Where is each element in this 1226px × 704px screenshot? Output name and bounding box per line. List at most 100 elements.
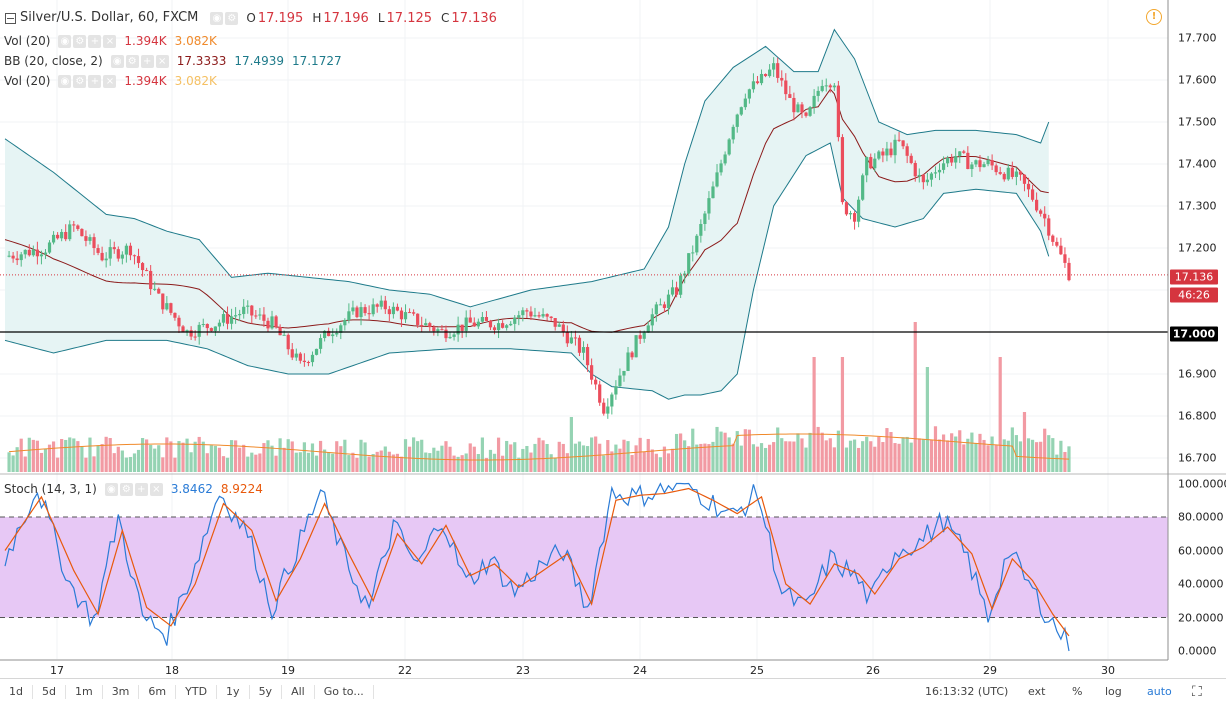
warning-icon[interactable]: ! — [1146, 9, 1162, 25]
eye-icon[interactable]: ◉ — [110, 54, 124, 68]
range-button-3m[interactable]: 3m — [103, 684, 140, 699]
candle-body — [501, 323, 505, 328]
candle-body — [157, 288, 161, 294]
fullscreen-icon[interactable]: ⛶ — [1192, 683, 1202, 700]
candle-body — [145, 270, 149, 272]
volume-bar — [420, 439, 424, 472]
candle-body — [873, 158, 877, 169]
range-button-5d[interactable]: 5d — [33, 684, 66, 699]
volume-bar — [403, 439, 408, 472]
volume-bar — [407, 446, 412, 472]
candle-body — [812, 95, 816, 108]
stoch-legend-buttons[interactable]: ◉ ⚙ + × — [104, 482, 163, 496]
goto-button[interactable]: Go to... — [315, 684, 374, 699]
volume-bar — [27, 437, 31, 472]
ext-toggle[interactable]: ext — [1028, 685, 1046, 698]
candle-body — [310, 354, 315, 363]
candle-body — [399, 310, 404, 320]
candle-body — [1006, 167, 1010, 180]
study-buttons[interactable]: ◉ ⚙ + × — [110, 54, 169, 68]
candle-body — [1051, 235, 1055, 242]
settings-icon[interactable]: ⚙ — [73, 74, 87, 88]
stoch-tick-label: 0.0000 — [1178, 644, 1217, 658]
chart-canvas[interactable] — [0, 0, 1226, 678]
plus-icon[interactable]: + — [88, 34, 102, 48]
volume-bar — [464, 453, 468, 472]
candle-body — [521, 310, 525, 316]
candle-body — [391, 306, 395, 315]
settings-icon[interactable]: ⚙ — [225, 11, 239, 25]
candle-body — [986, 160, 990, 165]
percent-toggle[interactable]: % — [1072, 685, 1083, 698]
eye-icon[interactable]: ◉ — [210, 11, 224, 25]
candle-body — [379, 300, 383, 307]
volume-bar — [832, 447, 836, 472]
eye-icon[interactable]: ◉ — [58, 74, 72, 88]
eye-icon[interactable]: ◉ — [58, 34, 72, 48]
candle-body — [290, 349, 294, 358]
volume-bar — [683, 440, 687, 472]
candle-body — [234, 315, 238, 317]
settings-icon[interactable]: ⚙ — [125, 54, 139, 68]
candle-body — [707, 198, 711, 214]
candle-body — [213, 326, 217, 331]
volume-bar — [217, 447, 222, 472]
volume-bar — [844, 447, 849, 472]
plus-icon[interactable]: + — [140, 54, 154, 68]
price-tick-label: 16.800 — [1178, 409, 1217, 423]
study-title: Vol (20) — [4, 74, 51, 88]
candle-body — [998, 172, 1002, 174]
plus-icon[interactable]: + — [134, 482, 148, 496]
close-icon[interactable]: × — [149, 482, 163, 496]
candle-body — [436, 329, 440, 332]
volume-bar — [666, 453, 671, 472]
volume-bar — [541, 440, 545, 472]
volume-bar — [974, 443, 978, 472]
range-button-6m[interactable]: 6m — [139, 684, 177, 699]
candle-body — [569, 337, 573, 344]
study-title: BB (20, close, 2) — [4, 54, 103, 68]
settings-icon[interactable]: ⚙ — [119, 482, 133, 496]
volume-bar — [662, 446, 667, 472]
plus-icon[interactable]: + — [88, 74, 102, 88]
log-toggle[interactable]: log — [1105, 685, 1122, 698]
volume-bar — [921, 439, 925, 472]
settings-icon[interactable]: ⚙ — [73, 34, 87, 48]
auto-toggle[interactable]: auto — [1147, 685, 1172, 698]
candle-body — [1059, 245, 1063, 255]
candle-body — [541, 314, 545, 317]
volume-bar — [727, 437, 731, 472]
study-buttons[interactable]: ◉ ⚙ + × — [58, 34, 117, 48]
close-icon[interactable]: × — [103, 74, 117, 88]
close-icon[interactable]: × — [155, 54, 169, 68]
price-tick-label: 17.200 — [1178, 241, 1217, 255]
collapse-legend-icon[interactable] — [5, 12, 16, 24]
volume-bar — [642, 451, 646, 472]
volume-bar — [739, 445, 743, 472]
candle-body — [723, 154, 727, 164]
range-button-1d[interactable]: 1d — [0, 684, 33, 699]
range-button-all[interactable]: All — [282, 684, 315, 699]
candle-body — [323, 330, 327, 339]
close-icon[interactable]: × — [103, 34, 117, 48]
range-button-1y[interactable]: 1y — [217, 684, 250, 699]
range-button-ytd[interactable]: YTD — [176, 684, 218, 699]
stochastic-pane — [0, 473, 1226, 652]
candle-body — [828, 85, 832, 88]
candle-body — [889, 148, 893, 156]
volume-bar — [161, 457, 165, 472]
volume-bar — [468, 443, 472, 472]
volume-bar — [743, 429, 747, 472]
study-buttons[interactable]: ◉ ⚙ + × — [58, 74, 117, 88]
volume-bar — [824, 440, 828, 472]
candle-body — [796, 104, 800, 113]
range-button-1m[interactable]: 1m — [66, 684, 103, 699]
candle-body — [594, 379, 598, 385]
volume-bar — [1022, 412, 1027, 472]
range-button-5y[interactable]: 5y — [250, 684, 283, 699]
candle-body — [877, 151, 881, 159]
candle-body — [161, 293, 165, 310]
eye-icon[interactable]: ◉ — [104, 482, 118, 496]
price-tick-label: 16.900 — [1178, 367, 1217, 381]
legend-buttons[interactable]: ◉ ⚙ — [210, 11, 239, 25]
